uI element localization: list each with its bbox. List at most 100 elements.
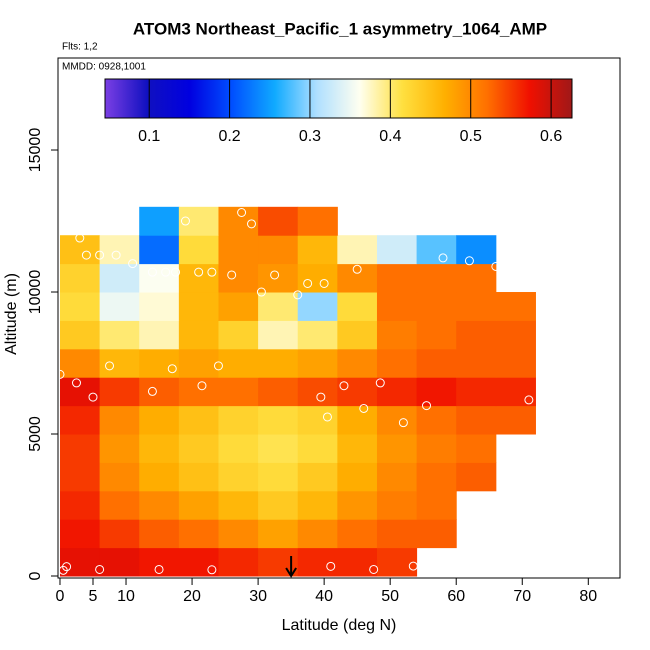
heat-cell (258, 292, 299, 321)
heat-cell (337, 235, 378, 265)
heat-cell (297, 434, 338, 463)
sample-point (491, 261, 501, 271)
colorbar (104, 78, 573, 119)
sample-point (161, 267, 171, 277)
heat-cell (456, 235, 497, 265)
heat-cell (139, 519, 180, 549)
heat-cell (99, 292, 140, 321)
x-tick-label: 20 (183, 588, 201, 605)
heat-cell (139, 462, 180, 492)
heat-cell (297, 235, 338, 265)
heat-cell (297, 519, 338, 549)
sample-point (88, 392, 98, 402)
colorbar-tick-label: 0.6 (540, 128, 562, 145)
sample-point (326, 561, 336, 571)
heat-cell (139, 206, 180, 236)
heat-cell (337, 348, 378, 378)
heat-cell (337, 320, 378, 350)
sample-point (293, 290, 303, 300)
sample-point (180, 216, 190, 226)
heat-cell (376, 547, 418, 577)
heat-cell (376, 490, 418, 520)
heat-cell (218, 263, 259, 293)
heat-cell (59, 348, 101, 378)
heat-cell (258, 434, 299, 463)
heat-cell (99, 490, 140, 520)
heat-cell (178, 348, 219, 378)
heat-cell (258, 235, 299, 265)
heat-cell (139, 377, 180, 407)
heat-cell (416, 292, 457, 321)
heat-cell (456, 462, 497, 492)
heat-cell (218, 206, 259, 236)
heat-cell (59, 263, 101, 293)
sample-point (422, 401, 432, 411)
sample-point (207, 565, 217, 575)
heat-cell (218, 348, 259, 378)
heat-cell (218, 377, 259, 407)
heat-cell (59, 490, 101, 520)
heat-cell (218, 462, 259, 492)
x-axis-label: Latitude (deg N) (282, 617, 397, 634)
heat-cell (99, 320, 140, 350)
sample-point (128, 219, 138, 229)
sample-point (398, 418, 408, 428)
heat-cell (337, 292, 378, 321)
x-tick-label: 30 (249, 588, 267, 605)
heat-cell (495, 348, 536, 378)
heat-cell (99, 348, 140, 378)
heat-cell (258, 377, 299, 407)
heat-cell (376, 263, 418, 293)
heat-cell (416, 405, 457, 435)
heat-cell (99, 547, 140, 577)
sample-point (71, 378, 81, 388)
heat-cell (178, 519, 219, 549)
heat-cell (178, 490, 219, 520)
sample-point (147, 386, 157, 396)
x-tick-label: 5 (89, 588, 98, 605)
heat-cell (456, 434, 497, 463)
heat-cell (456, 377, 497, 407)
heat-cell (258, 320, 299, 350)
heat-cell (139, 490, 180, 520)
heat-cell (456, 320, 497, 350)
heat-cell (376, 235, 418, 265)
heat-cell (99, 519, 140, 549)
sample-point (194, 267, 204, 277)
heat-cell (258, 348, 299, 378)
heat-cell (337, 405, 378, 435)
sample-point (167, 364, 177, 374)
heat-cell (495, 405, 536, 435)
heat-cell (99, 377, 140, 407)
heat-cell (139, 405, 180, 435)
heat-cell (59, 292, 101, 321)
heat-cell (178, 235, 219, 265)
sample-point (270, 270, 280, 280)
x-tick-label: 80 (579, 588, 597, 605)
sample-point (237, 207, 247, 217)
heat-cell (139, 292, 180, 321)
heat-cell (178, 292, 219, 321)
heat-cell (416, 348, 457, 378)
heat-cell (218, 490, 259, 520)
sample-point (369, 564, 379, 574)
heat-cell (218, 292, 259, 321)
heat-cell (337, 434, 378, 463)
sample-point (171, 267, 181, 277)
x-tick-label: 50 (381, 588, 399, 605)
heat-cell (218, 547, 259, 577)
heat-cell (178, 320, 219, 350)
heat-cell (376, 348, 418, 378)
heat-cell (258, 206, 299, 236)
sample-point (95, 564, 105, 574)
heat-cell (99, 405, 140, 435)
sample-point (207, 267, 217, 277)
y-tick-label: 5000 (27, 416, 44, 452)
heat-cell (297, 292, 338, 321)
heat-cell (258, 405, 299, 435)
sample-point (55, 369, 65, 379)
heat-cell (258, 490, 299, 520)
sample-point (319, 278, 329, 288)
heat-cell (258, 519, 299, 549)
